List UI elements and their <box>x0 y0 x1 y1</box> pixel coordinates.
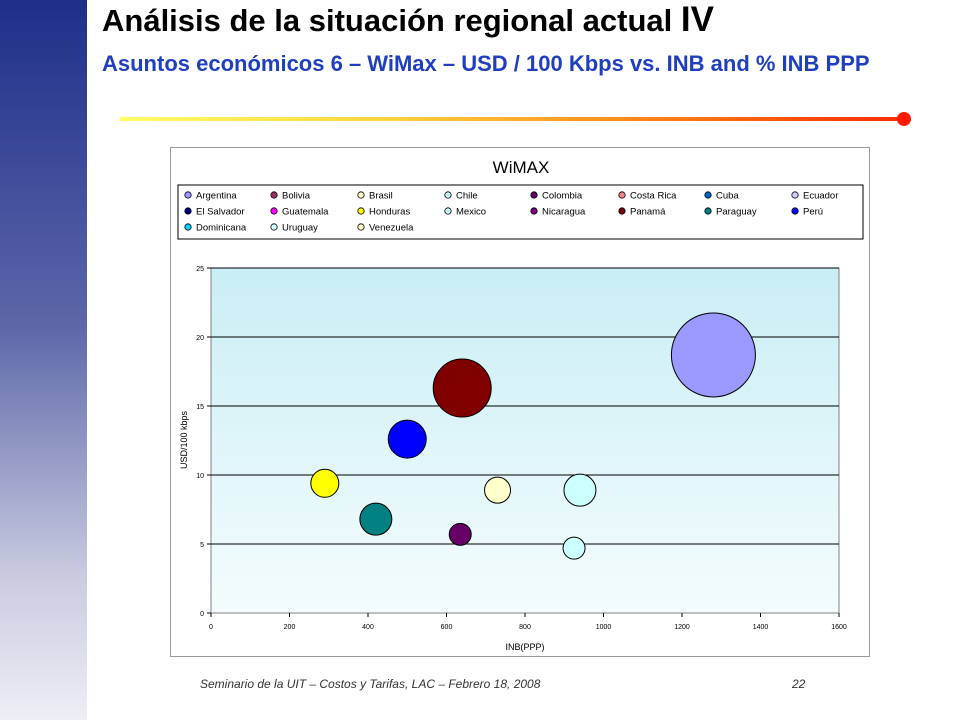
plot-area <box>210 267 840 614</box>
x-tick-label: 0 <box>209 624 213 631</box>
bubble-point <box>448 522 472 546</box>
legend-marker <box>618 207 626 215</box>
y-tick-label: 25 <box>196 266 204 273</box>
legend-marker <box>270 223 278 231</box>
legend-label: Dominicana <box>196 223 247 234</box>
legend-marker <box>618 191 626 199</box>
bubble-chart: WiMAX Argentina Bolivia Brasil Chile Colombi… <box>177 158 864 652</box>
legend-marker <box>184 223 192 231</box>
legend-label: Venezuela <box>369 223 414 234</box>
bubble-point <box>310 468 340 498</box>
legend-marker <box>444 207 452 215</box>
chart-frame: WiMAX Argentina Bolivia Brasil Chile Colombi… <box>170 147 870 657</box>
legend: Argentina Bolivia Brasil Chile Colombia Costa… <box>184 191 838 234</box>
x-tick-label: 400 <box>362 624 374 631</box>
bubble-point <box>387 419 427 459</box>
legend-marker <box>357 223 365 231</box>
legend-marker <box>530 191 538 199</box>
bubble-point <box>562 536 586 560</box>
bubble-point <box>484 476 512 504</box>
legend-label: Guatemala <box>282 207 329 218</box>
bubble-point <box>432 358 492 418</box>
legend-marker <box>791 207 799 215</box>
x-tick-label: 1400 <box>753 624 769 631</box>
legend-label: Argentina <box>196 191 237 202</box>
x-tick-label: 1000 <box>596 624 612 631</box>
legend-label: Cuba <box>716 191 739 202</box>
footer-text: Seminario de la UIT – Costos y Tarifas, … <box>200 677 541 691</box>
left-decor-bar <box>0 0 87 720</box>
legend-label: Ecuador <box>803 191 838 202</box>
chart-title: WiMAX <box>493 158 550 177</box>
x-tick-label: 600 <box>441 624 453 631</box>
bubble-point <box>359 502 393 536</box>
legend-label: Costa Rica <box>630 191 677 202</box>
legend-marker <box>184 207 192 215</box>
title-underline <box>120 117 905 121</box>
legend-label: Bolivia <box>282 191 311 202</box>
y-tick-label: 20 <box>196 335 204 342</box>
legend-marker <box>270 191 278 199</box>
legend-marker <box>530 207 538 215</box>
legend-label: Uruguay <box>282 223 318 234</box>
legend-marker <box>444 191 452 199</box>
x-axis-label: INB(PPP) <box>505 642 544 652</box>
x-tick-label: 1200 <box>674 624 690 631</box>
x-tick-label: 800 <box>519 624 531 631</box>
legend-label: Colombia <box>542 191 583 202</box>
y-tick-label: 10 <box>196 473 204 480</box>
bubble-point <box>670 312 756 398</box>
legend-label: Nicaragua <box>542 207 586 218</box>
legend-marker <box>704 191 712 199</box>
legend-box <box>177 184 864 240</box>
legend-label: Honduras <box>369 207 410 218</box>
legend-marker <box>791 191 799 199</box>
legend-label: Brasil <box>369 191 393 202</box>
legend-marker <box>184 191 192 199</box>
y-tick-label: 15 <box>196 404 204 411</box>
legend-label: Panamá <box>630 207 666 218</box>
legend-label: El Salvador <box>196 207 245 218</box>
y-tick-label: 5 <box>200 542 204 549</box>
slide-title: Análisis de la situación regional actual… <box>102 0 714 40</box>
legend-label: Mexico <box>456 207 486 218</box>
y-axis-label: USD/100 kbps <box>179 410 189 469</box>
slide-title-suffix: IV <box>680 0 714 39</box>
legend-marker <box>704 207 712 215</box>
axis-ticks: 0 5 10 15 20 25 0 200 400 600 800 1000 1200 1400 1600 <box>196 266 847 631</box>
y-tick-label: 0 <box>200 611 204 618</box>
slide-title-text: Análisis de la situación regional actual <box>102 3 673 38</box>
legend-marker <box>357 191 365 199</box>
legend-label: Paraguay <box>716 207 757 218</box>
slide-subtitle: Asuntos económicos 6 – WiMax – USD / 100… <box>102 51 870 76</box>
legend-label: Perú <box>803 207 823 218</box>
bubble-point <box>563 473 597 507</box>
title-underline-dot <box>897 112 911 126</box>
x-tick-label: 200 <box>284 624 296 631</box>
x-tick-label: 1600 <box>831 624 847 631</box>
page-number: 22 <box>792 677 806 691</box>
legend-marker <box>270 207 278 215</box>
legend-marker <box>357 207 365 215</box>
bubbles <box>310 312 756 560</box>
legend-label: Chile <box>456 191 478 202</box>
